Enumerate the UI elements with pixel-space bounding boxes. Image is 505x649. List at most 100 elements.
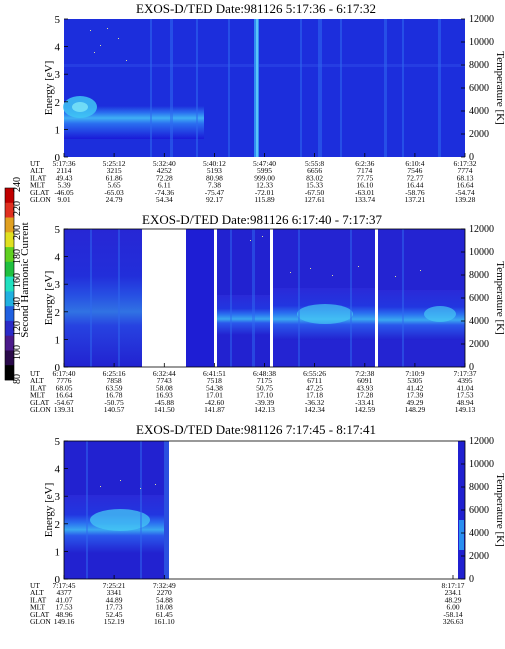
colorbar-swatch bbox=[5, 247, 14, 263]
table-cell: 54.34 bbox=[156, 195, 173, 204]
colorbar-swatch bbox=[5, 320, 14, 336]
table-cell: 4395 bbox=[458, 376, 473, 385]
table-cell: 44.89 bbox=[106, 595, 123, 604]
table-cell: 7:17:45 bbox=[53, 581, 76, 590]
colorbar-label: Second Harmonic Current bbox=[19, 222, 31, 337]
y-tick-label: 4 bbox=[55, 42, 61, 54]
table-cell: 6:32:44 bbox=[153, 369, 176, 378]
y2-tick-label: 4000 bbox=[469, 106, 489, 117]
table-cell: 3341 bbox=[107, 588, 122, 597]
table-cell: 6:17:32 bbox=[454, 159, 477, 168]
table-cell: 16.78 bbox=[106, 391, 123, 400]
table-cell: 4377 bbox=[57, 588, 72, 597]
table-cell: 234.1 bbox=[445, 588, 462, 597]
table-cell: 5:40:12 bbox=[203, 159, 226, 168]
table-cell: -58.14 bbox=[443, 610, 463, 619]
table-cell: -50.75 bbox=[104, 398, 124, 407]
y2-tick-label: 6000 bbox=[469, 293, 489, 304]
colorbar-tick-label: 120 bbox=[12, 321, 23, 336]
table-cell: 43.93 bbox=[356, 383, 373, 392]
table-row-label: ALT bbox=[30, 166, 44, 175]
table-cell: 6:10:4 bbox=[405, 159, 424, 168]
table-cell: -75.47 bbox=[205, 188, 225, 197]
colorbar-tick-label: 200 bbox=[12, 225, 23, 240]
table-cell: 16.64 bbox=[457, 181, 474, 190]
table-row-label: UT bbox=[30, 369, 40, 378]
table-cell: 92.17 bbox=[206, 195, 223, 204]
table-cell: 7.38 bbox=[208, 181, 221, 190]
table-cell: -54.67 bbox=[54, 398, 74, 407]
table-cell: 49.43 bbox=[56, 173, 73, 182]
table-cell: 77.75 bbox=[356, 173, 373, 182]
table-cell: 6:2:36 bbox=[355, 159, 374, 168]
panel-1-title: EXOS-D/TED Date:981126 5:17:36 - 6:17:32 bbox=[136, 1, 376, 16]
table-cell: -63.01 bbox=[355, 188, 375, 197]
y2-tick-label: 10000 bbox=[469, 37, 494, 48]
panel-1-y2-ticks: 0 2000 4000 6000 8000 10000 12000 bbox=[461, 14, 494, 163]
table-cell: 5995 bbox=[257, 166, 272, 175]
y-tick-label: 2 bbox=[55, 97, 61, 109]
table-cell: 5:55:8 bbox=[305, 159, 324, 168]
table-row-label: GLON bbox=[30, 617, 51, 626]
y2-tick-label: 10000 bbox=[469, 247, 494, 258]
y2-tick-label: 12000 bbox=[469, 436, 494, 447]
table-cell: 141.87 bbox=[204, 405, 225, 414]
colorbar-swatch bbox=[5, 232, 14, 248]
table-cell: -65.03 bbox=[104, 188, 124, 197]
table-cell: 17.28 bbox=[356, 391, 373, 400]
y-tick-label: 2 bbox=[55, 519, 61, 531]
table-cell: 7:10:9 bbox=[405, 369, 424, 378]
panel-1-y-label: Energy [eV] bbox=[43, 61, 55, 115]
table-cell: 47.25 bbox=[306, 383, 323, 392]
table-cell: 54.38 bbox=[206, 383, 223, 392]
y-tick-label: 3 bbox=[55, 491, 61, 503]
table-cell: 63.59 bbox=[106, 383, 123, 392]
panel-2-y2-ticks: 0 2000 4000 6000 8000 10000 12000 bbox=[461, 224, 494, 373]
panel-2-y-ticks: 0 1 2 3 4 5 bbox=[55, 224, 68, 374]
colorbar-swatch bbox=[5, 261, 14, 277]
table-cell: 139.31 bbox=[54, 405, 75, 414]
panel-3: EXOS-D/TED Date:981126 7:17:45 - 8:17:41… bbox=[30, 422, 505, 626]
table-cell: 17.10 bbox=[256, 391, 273, 400]
table-cell: 68.13 bbox=[457, 173, 474, 182]
table-cell: -54.74 bbox=[455, 188, 475, 197]
colorbar: 80 100 120 140 160 180 200 220 240 Second Harmon… bbox=[4, 177, 31, 384]
table-cell: 17.53 bbox=[457, 391, 474, 400]
table-row-label: GLAT bbox=[30, 188, 50, 197]
table-cell: 6:25:16 bbox=[103, 369, 126, 378]
table-cell: 16.44 bbox=[406, 181, 423, 190]
table-cell: 6:41:51 bbox=[203, 369, 226, 378]
y-tick-label: 5 bbox=[55, 14, 61, 26]
y2-tick-label: 12000 bbox=[469, 224, 494, 235]
table-cell: 50.75 bbox=[256, 383, 273, 392]
panel-1-plot-area bbox=[63, 19, 465, 157]
table-cell: -39.39 bbox=[255, 398, 275, 407]
table-cell: 48.96 bbox=[56, 610, 73, 619]
table-cell: 8:17:17 bbox=[442, 581, 465, 590]
colorbar-tick-label: 100 bbox=[12, 345, 23, 360]
colorbar-ticks: 80 100 120 140 160 180 200 220 240 bbox=[12, 177, 23, 384]
table-cell: 24.79 bbox=[106, 195, 123, 204]
panel-3-title: EXOS-D/TED Date:981126 7:17:45 - 8:17:41 bbox=[136, 422, 376, 437]
table-row-label: ILAT bbox=[30, 383, 47, 392]
y2-tick-label: 0 bbox=[469, 362, 474, 373]
colorbar-swatch bbox=[5, 365, 14, 381]
y2-tick-label: 10000 bbox=[469, 459, 494, 470]
y2-tick-label: 0 bbox=[469, 574, 474, 585]
table-cell: 9.01 bbox=[57, 195, 70, 204]
table-cell: 17.39 bbox=[406, 391, 423, 400]
panel-3-y-ticks: 0 1 2 3 4 5 bbox=[55, 436, 68, 586]
table-cell: 6091 bbox=[357, 376, 372, 385]
table-cell: 6.11 bbox=[158, 181, 171, 190]
table-cell: 127.61 bbox=[304, 195, 325, 204]
table-cell: 49.29 bbox=[406, 398, 423, 407]
colorbar-tick-label: 80 bbox=[12, 374, 23, 384]
colorbar-swatch bbox=[5, 350, 14, 366]
table-cell: 41.04 bbox=[457, 383, 474, 392]
y2-tick-label: 8000 bbox=[469, 60, 489, 71]
table-cell: 142.34 bbox=[304, 405, 325, 414]
y-tick-label: 0 bbox=[55, 152, 61, 164]
table-row-label: MLT bbox=[30, 391, 46, 400]
